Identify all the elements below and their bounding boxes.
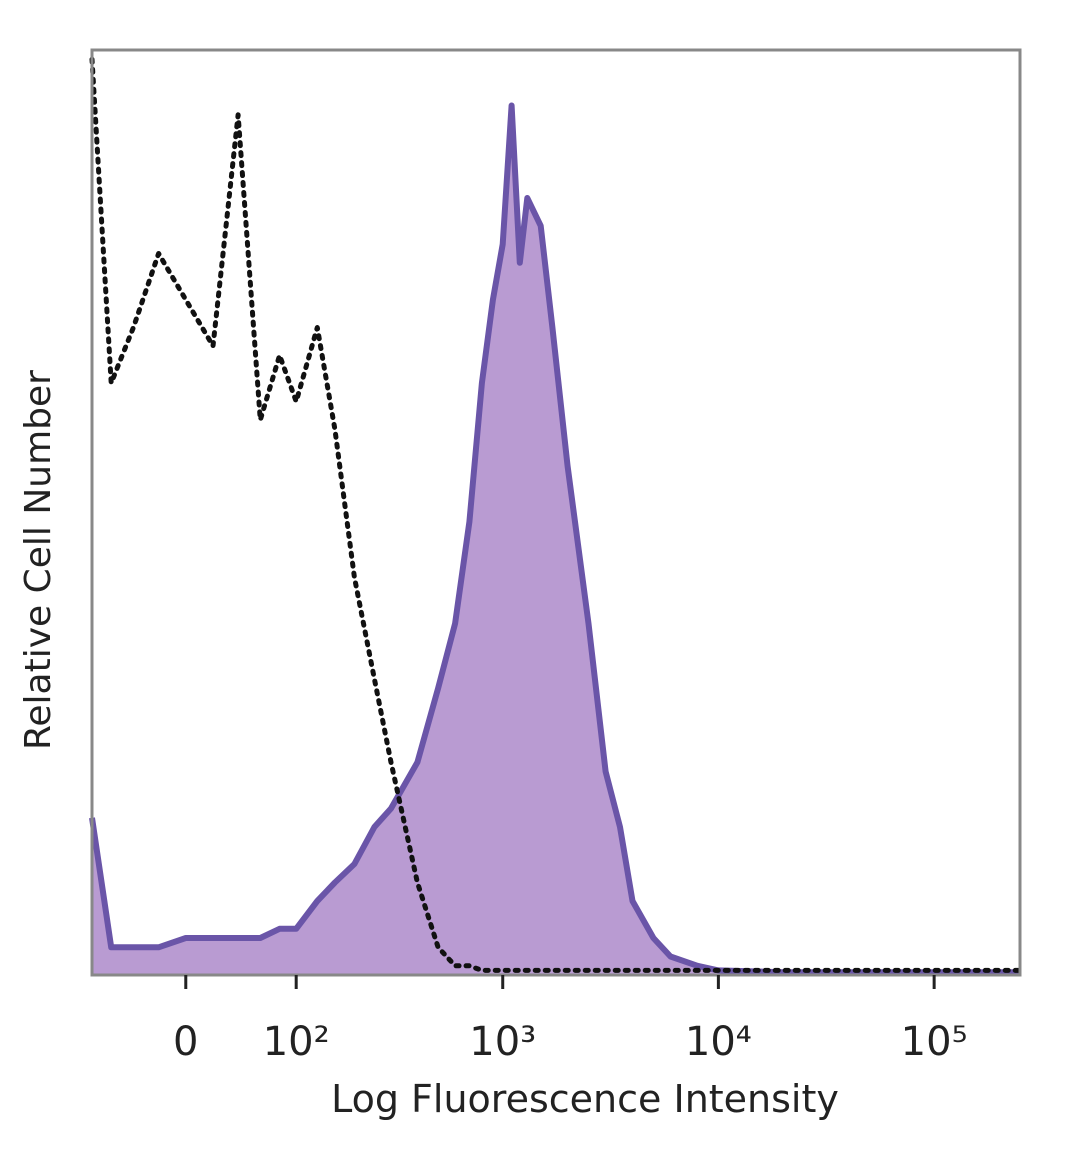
line (89, 56, 1023, 973)
y-axis-label: Relative Cell Number (18, 370, 59, 750)
area (92, 105, 1020, 975)
x-tick-label: 10⁴ (685, 1019, 752, 1065)
x-tick-label: 10³ (469, 1019, 536, 1065)
x-tick-label: 0 (173, 1019, 198, 1065)
x-tick-label: 10⁵ (901, 1019, 968, 1065)
line (89, 102, 1020, 976)
plot-frame (90, 48, 1022, 977)
x-axis-label: Log Fluorescence Intensity (331, 1077, 839, 1121)
x-tick-label: 10² (263, 1019, 330, 1065)
